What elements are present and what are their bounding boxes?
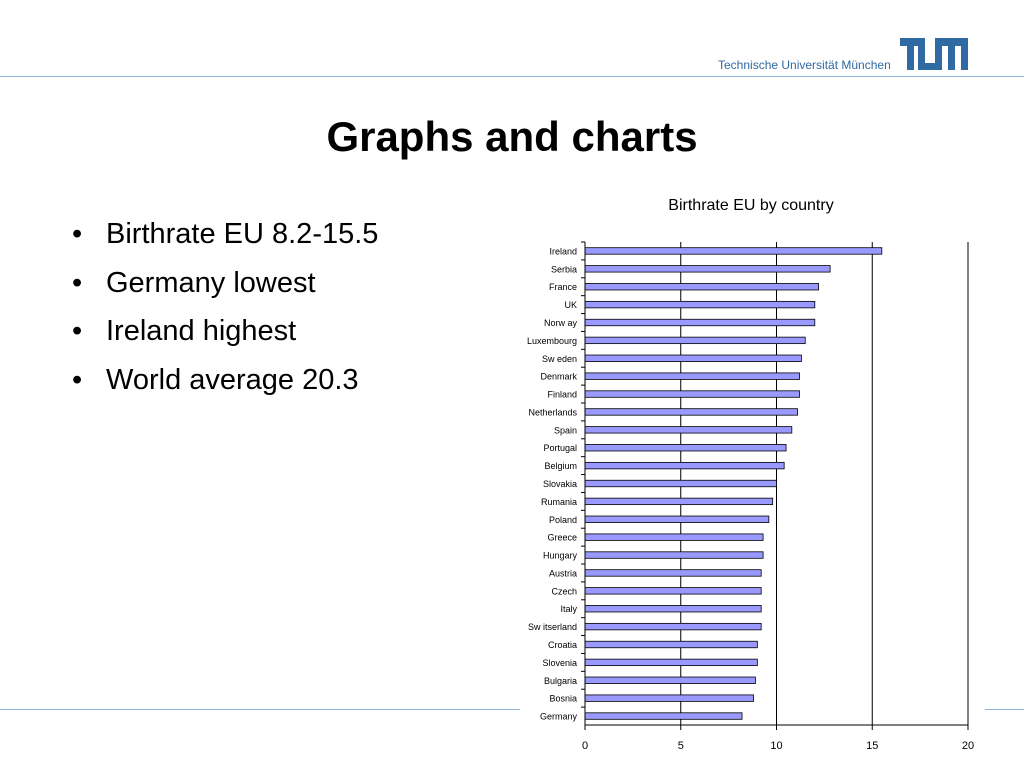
bar [584,283,820,291]
bar [584,408,798,416]
category-label: Bulgaria [544,676,577,686]
bar [584,605,762,613]
bar [584,497,774,506]
bar [584,622,762,631]
x-tick-label: 0 [582,740,588,752]
bullet-text: Birthrate EU 8.2-15.5 [106,218,379,250]
category-label: Slovenia [542,658,577,668]
bar [584,354,802,362]
bullet-text: Ireland highest [106,315,297,347]
bar [584,336,806,345]
category-label: Czech [551,586,577,596]
bar [584,676,756,684]
bar [584,533,764,541]
bar [584,587,762,595]
category-label: Germany [540,712,578,722]
bar [584,265,831,273]
bar [584,515,770,523]
category-label: Luxembourg [527,336,577,346]
category-label: Ireland [549,246,577,256]
category-label: Bosnia [549,694,577,704]
bullet-text: Germany lowest [106,266,316,299]
bullet-item: • Ireland highest [72,315,297,347]
bar [584,569,762,577]
institution-name: Technische Universität München [718,58,891,72]
bullet-item: • Birthrate EU 8.2-15.5 [72,218,379,250]
category-label: Denmark [540,372,577,382]
bar [584,300,816,309]
chart-title: Birthrate EU by country [668,197,833,214]
category-label: Netherlands [528,407,577,417]
bar [584,551,764,559]
tum-logo-icon [900,38,968,77]
category-label: Norw ay [544,318,578,328]
category-label: Greece [547,533,577,543]
bar [584,247,883,255]
x-tick-label: 20 [962,740,974,752]
bar [584,390,800,398]
footer-divider-right [985,709,1024,710]
category-label: Sw itserland [528,622,577,632]
category-label: Austria [549,568,577,578]
category-label: Sw eden [542,354,577,364]
bar [584,640,758,649]
bar [584,318,816,327]
bullet-text: World average 20.3 [106,363,359,396]
category-label: Serbia [551,264,577,274]
x-tick-label: 15 [866,740,878,752]
category-label: UK [564,300,577,310]
bullet-item: • World average 20.3 [72,363,359,396]
footer-divider-left [0,709,520,710]
bar [584,461,785,470]
category-label: France [549,282,577,292]
bar [584,444,787,452]
category-label: Croatia [548,640,577,650]
category-label: Portugal [543,443,577,453]
bar [584,372,800,380]
category-label: Finland [547,390,577,400]
bar [584,712,743,720]
category-label: Spain [554,425,577,435]
category-label: Italy [560,604,577,614]
category-label: Poland [549,515,577,525]
bar [584,479,777,488]
bar [584,694,754,702]
bullet-item: • Germany lowest [72,266,316,299]
slide-title: Graphs and charts [326,113,698,160]
bar [584,426,793,434]
header-divider [0,76,1024,77]
x-tick-label: 5 [678,740,684,752]
category-label: Hungary [543,551,578,561]
category-label: Slovakia [543,479,577,489]
category-label: Rumania [541,497,577,507]
bullet-list: • Birthrate EU 8.2-15.5 • Germany lowest •… [72,210,378,404]
bar [584,658,758,667]
category-label: Belgium [544,461,577,471]
x-tick-label: 10 [770,740,782,752]
